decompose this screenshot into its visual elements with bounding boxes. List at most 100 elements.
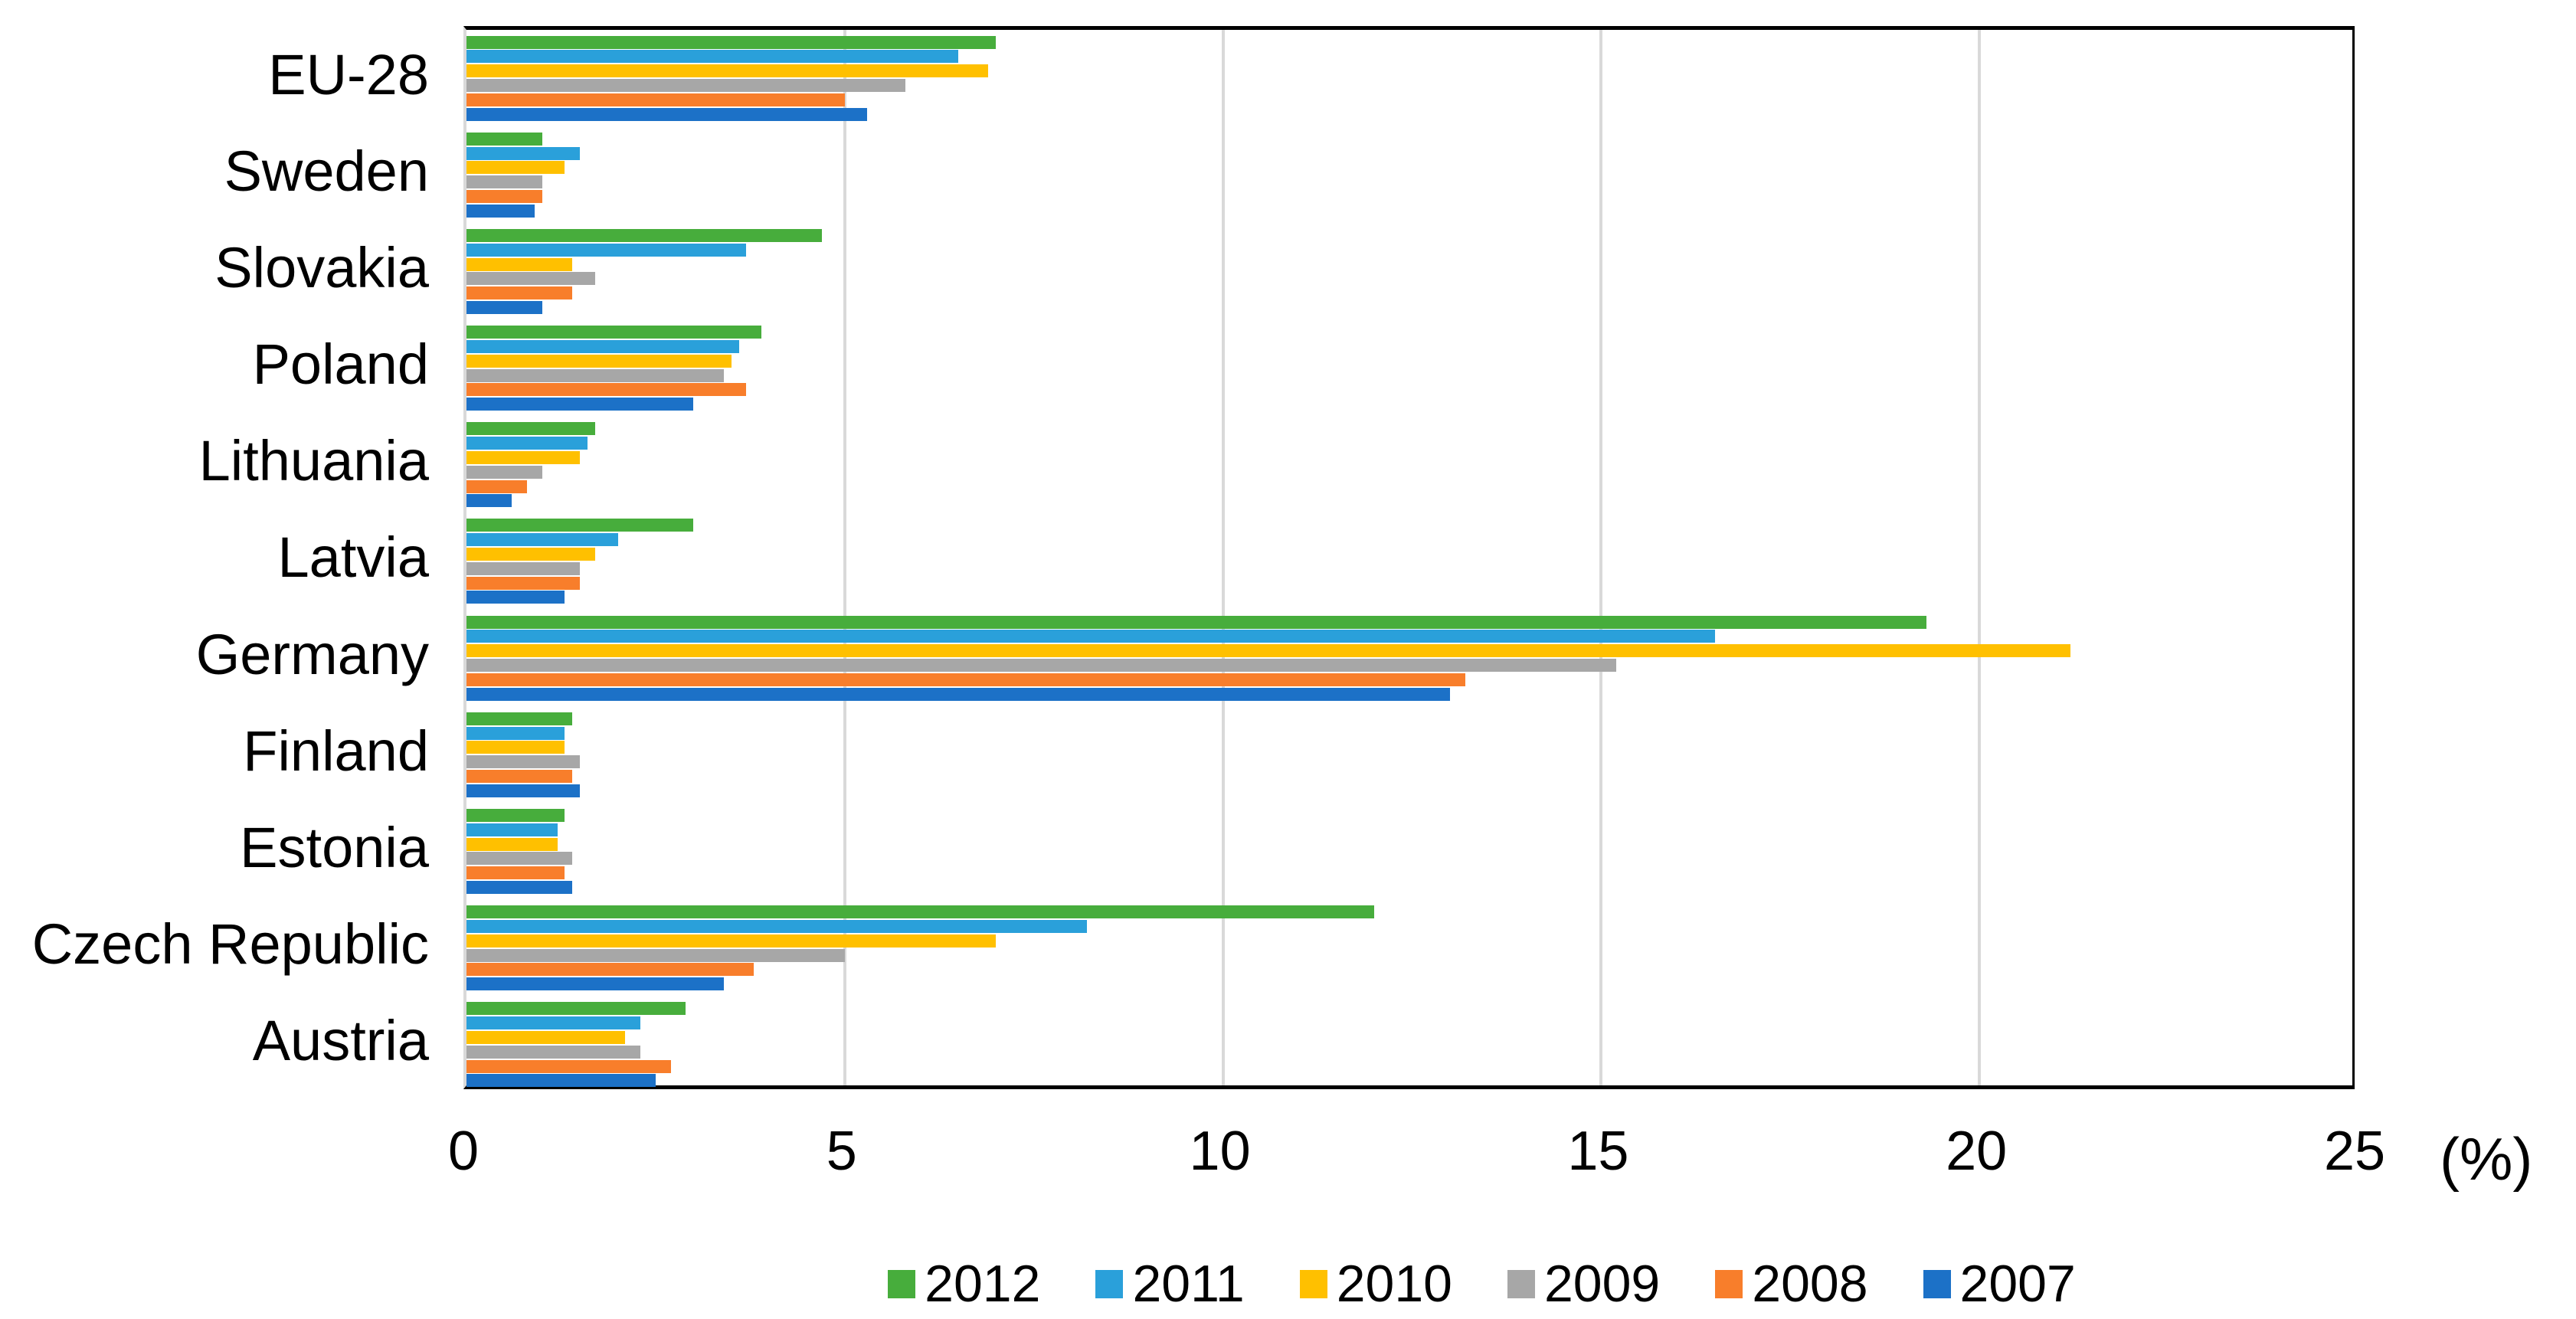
bar-2012-germany: [466, 615, 1927, 629]
bar-2011-germany: [466, 630, 1715, 643]
plot-area: [463, 26, 2355, 1089]
bar-2009-austria: [466, 1045, 641, 1059]
category-label-slovakia: Slovakia: [214, 235, 429, 299]
bar-2012-sweden: [466, 132, 542, 146]
bar-2010-lithuania: [466, 450, 581, 464]
bar-group-estonia: [466, 803, 2352, 899]
bar-2011-czech-republic: [466, 920, 1087, 934]
bar-2011-poland: [466, 339, 739, 353]
bar-2008-finland: [466, 770, 573, 784]
legend-label-2007: 2007: [1959, 1255, 2076, 1313]
gridline-10: [1221, 30, 1225, 1085]
bar-2007-sweden: [466, 204, 535, 218]
legend-swatch-2012: [888, 1269, 916, 1298]
bar-2010-estonia: [466, 837, 558, 851]
bar-2008-poland: [466, 383, 747, 397]
bar-group-czech-republic: [466, 900, 2352, 997]
legend-item-2009: 2009: [1507, 1258, 1660, 1310]
bar-2012-eu-28: [466, 35, 997, 49]
bar-2012-estonia: [466, 809, 565, 823]
legend-item-2010: 2010: [1299, 1255, 1452, 1313]
tick-label-10: 10: [1189, 1121, 1251, 1182]
gridline-20: [1978, 30, 1982, 1085]
bar-2010-sweden: [466, 161, 565, 175]
legend-item-2008: 2008: [1715, 1255, 1868, 1313]
bar-2008-sweden: [466, 189, 542, 203]
legend-label-2012: 2012: [925, 1255, 1041, 1313]
category-label-austria: Austria: [252, 1009, 429, 1073]
bar-2007-estonia: [466, 881, 573, 895]
category-axis: EU-28 Sweden Slovakia Poland Lithuania Latvia…: [0, 26, 443, 1089]
bar-2010-poland: [466, 354, 732, 368]
bar-2010-czech-republic: [466, 934, 997, 948]
legend-swatch-2011: [1095, 1269, 1124, 1298]
bar-2009-poland: [466, 368, 724, 382]
bar-2010-germany: [466, 644, 2070, 658]
bar-group-lithuania: [466, 417, 2352, 513]
tick-label-25: 25: [2323, 1121, 2386, 1182]
category-label-sweden: Sweden: [224, 139, 429, 203]
bar-2008-estonia: [466, 866, 565, 880]
bar-2009-czech-republic: [466, 948, 845, 962]
bar-2007-eu-28: [466, 107, 868, 121]
category-label-estonia: Estonia: [240, 816, 429, 880]
bar-2010-austria: [466, 1031, 626, 1044]
bar-2010-slovakia: [466, 257, 573, 271]
bar-2011-sweden: [466, 146, 581, 160]
category-label-latvia: Latvia: [277, 525, 429, 590]
bar-2011-austria: [466, 1016, 641, 1030]
bar-2010-latvia: [466, 548, 595, 561]
bar-2011-eu-28: [466, 50, 958, 64]
legend-label-2009: 2009: [1543, 1255, 1661, 1313]
legend-swatch-2010: [1299, 1269, 1327, 1298]
tick-label-5: 5: [826, 1121, 857, 1182]
legend-label-2010: 2010: [1336, 1255, 1452, 1313]
bar-2007-lithuania: [466, 494, 512, 508]
bar-2007-czech-republic: [466, 977, 724, 991]
bar-2010-finland: [466, 741, 565, 754]
bar-2009-estonia: [466, 852, 573, 866]
bar-2011-estonia: [466, 823, 558, 836]
bar-2007-poland: [466, 398, 694, 411]
bar-2012-austria: [466, 1002, 686, 1016]
x-axis-unit-label: (%): [2440, 1125, 2533, 1193]
bar-2009-eu-28: [466, 78, 905, 92]
bar-2007-slovakia: [466, 300, 542, 314]
tick-label-15: 15: [1567, 1121, 1629, 1182]
bar-2008-slovakia: [466, 286, 573, 300]
category-label-finland: Finland: [243, 718, 429, 783]
bar-2009-germany: [466, 659, 1617, 673]
bar-group-finland: [466, 706, 2352, 803]
bar-2007-germany: [466, 687, 1450, 701]
bar-group-sweden: [466, 126, 2352, 223]
legend-item-2012: 2012: [888, 1258, 1040, 1310]
legend-item-2011: 2011: [1095, 1258, 1245, 1310]
bar-2008-germany: [466, 673, 1465, 686]
legend-swatch-2009: [1507, 1269, 1535, 1298]
tick-label-20: 20: [1946, 1121, 2008, 1182]
legend-label-2008: 2008: [1752, 1255, 1868, 1313]
legend-item-2007: 2007: [1923, 1258, 2076, 1310]
category-label-czech-republic: Czech Republic: [31, 912, 429, 977]
bar-2011-slovakia: [466, 243, 747, 257]
bar-2008-eu-28: [466, 93, 845, 106]
bar-group-latvia: [466, 513, 2352, 610]
bar-2012-poland: [466, 326, 762, 339]
bar-2012-finland: [466, 712, 573, 725]
bar-2008-lithuania: [466, 479, 527, 493]
value-axis: 0 5 10 15 20 25: [0, 1120, 2576, 1196]
category-label-poland: Poland: [252, 332, 429, 397]
bar-group-eu-28: [466, 30, 2352, 126]
bar-2007-latvia: [466, 591, 565, 604]
bar-2009-latvia: [466, 561, 581, 575]
bar-2008-czech-republic: [466, 963, 754, 977]
bar-2012-slovakia: [466, 228, 823, 242]
tick-label-0: 0: [447, 1121, 480, 1182]
bar-2011-latvia: [466, 533, 618, 547]
bar-group-germany: [466, 610, 2352, 706]
bar-2009-slovakia: [466, 272, 595, 286]
bar-group-poland: [466, 320, 2352, 417]
bar-group-slovakia: [466, 223, 2352, 319]
bar-2009-finland: [466, 755, 581, 769]
